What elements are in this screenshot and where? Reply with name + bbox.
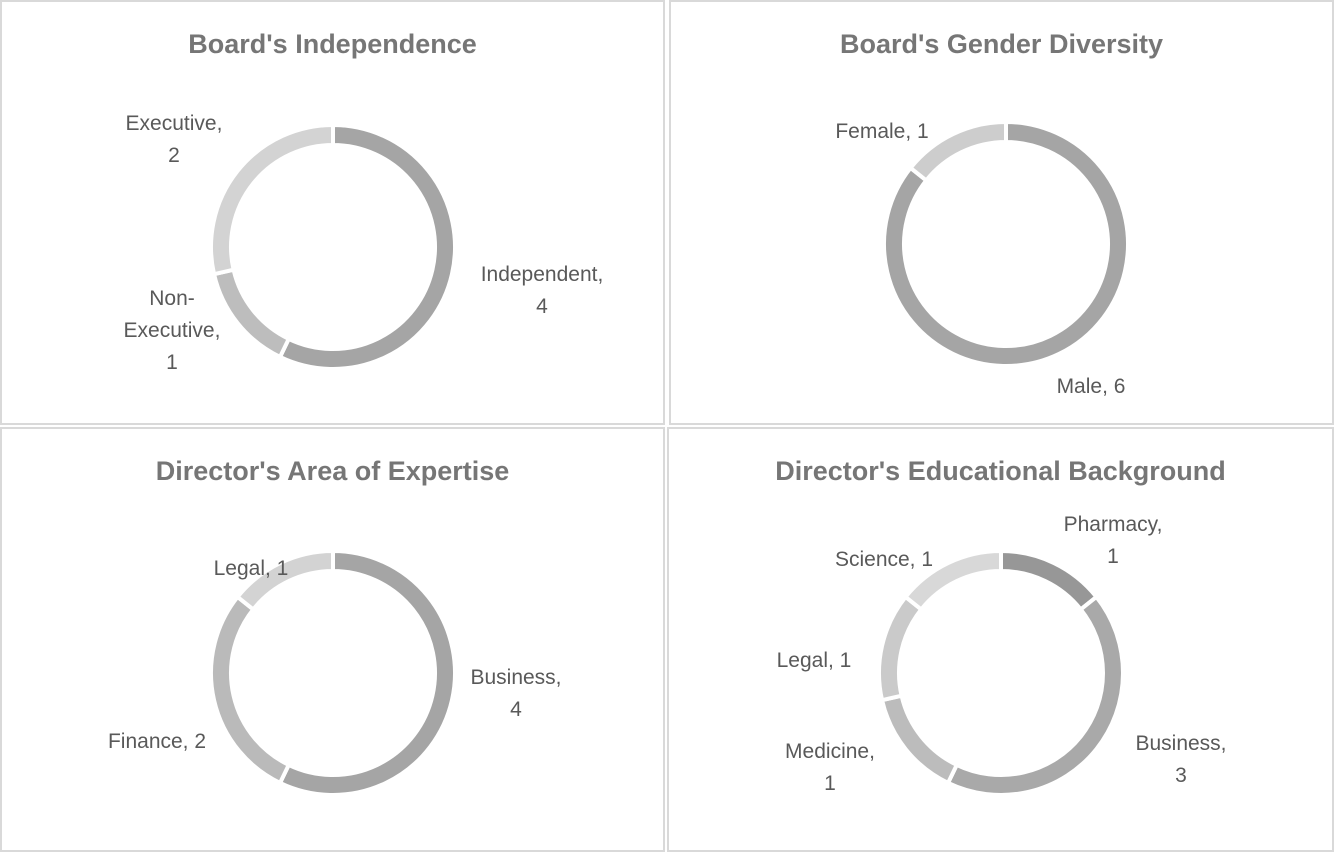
doughnut-chart-board-independence: Independent, 4 Non-Executive, 1 Executive, 2 — [124, 112, 604, 374]
data-label-executive: Executive, 2 — [126, 112, 223, 167]
chart-title: Board's Independence — [188, 29, 477, 59]
chart-panel-educational-background: Director's Educational Background Pharma… — [667, 427, 1334, 852]
slice-executive — [209, 122, 335, 277]
slice-legal — [877, 594, 925, 703]
data-label-legal: Legal, 1 — [214, 557, 289, 580]
data-label-male: Male, 6 — [1057, 375, 1126, 398]
chart-title: Board's Gender Diversity — [839, 29, 1164, 59]
slice-finance — [209, 594, 292, 786]
data-label-pharmacy: Pharmacy, 1 — [1064, 513, 1163, 568]
data-label-independent: Independent, 4 — [481, 263, 604, 318]
slice-pharmacy — [999, 548, 1100, 613]
doughnut-chart-educational-background: Pharmacy, 1 Business, 3 Medicine, 1 Legal, 1 Sc… — [777, 513, 1227, 797]
data-label-business: Business, 4 — [470, 666, 561, 721]
chart-title: Director's Area of Expertise — [155, 456, 510, 486]
chart-panel-board-independence: Board's Independence Independent, 4 Non-Ex… — [0, 0, 665, 425]
data-label-medicine: Medicine, 1 — [785, 740, 875, 795]
slice-female — [907, 119, 1008, 184]
slice-independent — [277, 122, 457, 371]
slice-business — [277, 548, 457, 797]
data-label-legal: Legal, 1 — [777, 649, 852, 672]
data-label-business: Business, 3 — [1135, 732, 1226, 787]
data-label-science: Science, 1 — [835, 548, 933, 571]
data-label-finance: Finance, 2 — [108, 730, 206, 753]
data-label-non-executive: Non-Executive, 1 — [124, 287, 221, 374]
chart-panel-area-of-expertise: Director's Area of Expertise Business, 4 F… — [0, 427, 665, 852]
slice-non-executive — [211, 267, 292, 360]
slice-science — [902, 548, 1003, 613]
slice-legal — [234, 548, 335, 613]
slice-male — [882, 119, 1130, 368]
doughnut-chart-gender-diversity: Male, 6 Female, 1 — [835, 119, 1130, 398]
doughnut-chart-area-of-expertise: Business, 4 Finance, 2 Legal, 1 — [108, 548, 562, 797]
slice-business — [945, 594, 1125, 797]
chart-title: Director's Educational Background — [775, 456, 1226, 486]
data-label-female: Female, 1 — [835, 120, 928, 143]
chart-panel-gender-diversity: Board's Gender Diversity Male, 6 Female, … — [669, 0, 1334, 425]
slice-medicine — [879, 693, 960, 786]
